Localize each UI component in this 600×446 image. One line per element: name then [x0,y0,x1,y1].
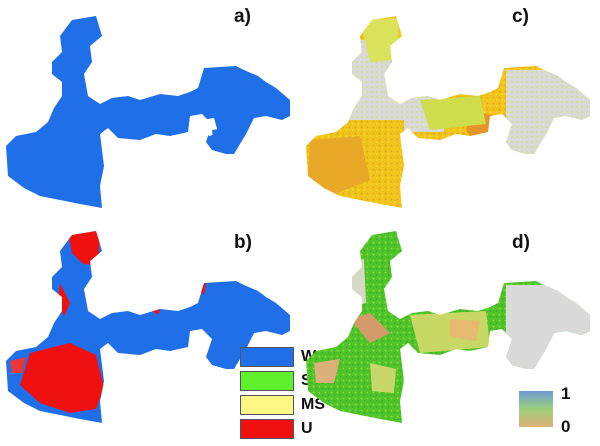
panel-label-c: c) [512,6,529,27]
legend-swatch-s [240,371,294,391]
color-scale-bar [519,391,553,427]
suitability-index-map-d [306,231,590,423]
panel-label-d: d) [512,232,530,253]
study-area-map-ws [6,16,290,208]
scale-min-label: 0 [561,417,571,436]
legend-item-ws: WS [240,345,327,369]
legend-swatch-ws [240,347,294,367]
legend-item-ms: MS [240,393,325,417]
legend-label-s: S [301,372,312,389]
panel-label-a: a) [234,6,251,27]
category-legend: WS S MS U [240,345,327,441]
legend-item-u: U [240,417,313,441]
legend-swatch-ms [240,395,294,415]
map-panel-d: d) 1 0 [300,223,600,446]
color-scale-gradient [519,391,553,427]
legend-label-ms: MS [301,396,325,413]
legend-item-s: S [240,369,312,393]
panel-label-b: b) [234,232,252,253]
suitability-class-map-b [6,231,290,423]
legend-swatch-u [240,419,294,439]
legend-label-u: U [301,420,313,437]
scale-max-label: 1 [561,384,571,403]
map-panel-c: c) [300,0,600,223]
suitability-index-map-c [306,16,590,208]
map-panel-b: b) WS S MS U [0,223,327,446]
map-panel-a: a) [0,0,300,223]
